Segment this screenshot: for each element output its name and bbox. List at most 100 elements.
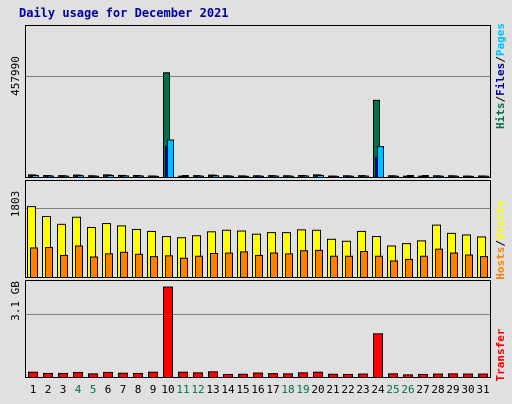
pages-bar <box>227 175 234 179</box>
day-label: 26 <box>401 383 414 396</box>
hosts-bar <box>180 257 188 278</box>
hosts-visits-label-part: Hosts <box>494 247 507 280</box>
hosts-bar <box>465 254 473 278</box>
pages-bar <box>62 175 69 179</box>
pages-bar <box>197 175 204 179</box>
pages-bar <box>317 175 324 179</box>
hits-files-pages-label-part: Hits <box>494 103 507 130</box>
day-label: 19 <box>296 383 309 396</box>
pages-bar <box>77 175 84 178</box>
day-label: 27 <box>416 383 429 396</box>
chart-title: Daily usage for December 2021 <box>19 6 229 20</box>
hosts-bar <box>480 256 488 279</box>
transfer-bar <box>478 373 488 379</box>
transfer-bar <box>58 372 68 379</box>
transfer-label-part: Transfer <box>494 328 507 381</box>
pages-bar <box>107 175 114 179</box>
day-label: 1 <box>30 383 37 396</box>
day-label: 14 <box>221 383 235 396</box>
hosts-bar <box>285 253 293 278</box>
day-label: 9 <box>150 383 157 396</box>
transfer-bar <box>148 371 158 378</box>
transfer-label: Transfer <box>494 328 507 381</box>
day-label: 2 <box>45 383 52 396</box>
day-label: 16 <box>251 383 264 396</box>
day-label: 28 <box>431 383 444 396</box>
transfer-bar <box>133 372 143 379</box>
hosts-bar <box>390 260 398 279</box>
day-label: 12 <box>191 383 204 396</box>
day-label: 24 <box>371 383 385 396</box>
pages-bar <box>362 175 369 179</box>
day-label: 10 <box>161 383 174 396</box>
pages-bar <box>377 146 384 178</box>
pages-bar <box>347 175 354 179</box>
hosts-bar <box>300 250 308 279</box>
hosts-bar <box>360 251 368 278</box>
hosts-bar <box>45 247 53 278</box>
transfer-bar <box>28 371 38 378</box>
hosts-bar <box>30 247 38 279</box>
hits-files-pages-label: Hits/Files/Pages <box>494 23 507 129</box>
transfer-bar <box>73 371 83 378</box>
pages-bar <box>32 175 39 179</box>
hosts-bar <box>240 251 248 279</box>
hosts-bar <box>90 256 98 278</box>
hosts-bar <box>210 252 218 279</box>
hosts-bar <box>435 248 443 278</box>
day-label: 7 <box>120 383 127 396</box>
transfer-bar <box>313 371 323 378</box>
transfer-bar <box>238 373 248 378</box>
transfer-bar <box>358 373 368 379</box>
pages-bar <box>182 175 189 178</box>
pages-bar <box>257 175 264 179</box>
day-label: 17 <box>266 383 279 396</box>
pages-bar <box>392 175 399 179</box>
transfer-bar <box>163 286 173 378</box>
day-label: 6 <box>105 383 112 396</box>
transfer-bar <box>298 372 308 378</box>
day-label: 21 <box>326 383 339 396</box>
transfer-bar <box>253 372 263 378</box>
pages-bar <box>287 175 294 179</box>
hosts-bar <box>420 255 428 279</box>
hosts-bar <box>60 254 68 278</box>
day-label: 23 <box>356 383 369 396</box>
pages-bar <box>137 175 144 178</box>
hosts-visits-label-part: / <box>494 240 507 247</box>
hits-files-pages-label-part: Files <box>494 63 507 96</box>
day-label: 29 <box>446 383 459 396</box>
transfer-bar <box>178 371 188 378</box>
day-label: 31 <box>476 383 489 396</box>
y-tick-label: 3.1 GB <box>9 281 22 321</box>
day-label: 3 <box>60 383 67 396</box>
pages-bar <box>212 175 219 178</box>
hits-files-pages-label-part: / <box>494 96 507 103</box>
transfer-bar <box>283 373 293 379</box>
day-label: 18 <box>281 383 294 396</box>
pages-bar <box>92 175 99 179</box>
transfer-bar <box>343 373 353 378</box>
hosts-bar <box>330 255 338 279</box>
day-label: 15 <box>236 383 249 396</box>
transfer-bar <box>448 373 458 379</box>
pages-bar <box>302 175 309 178</box>
transfer-bar <box>463 373 473 379</box>
transfer-bar <box>403 374 413 378</box>
transfer-bar <box>223 373 233 378</box>
transfer-bar <box>193 372 203 378</box>
pages-bar <box>242 175 249 178</box>
day-label: 25 <box>386 383 399 396</box>
hosts-bar <box>375 255 383 279</box>
pages-bar <box>122 175 129 179</box>
hosts-bar <box>135 253 143 278</box>
pages-bar <box>422 175 429 178</box>
hosts-bar <box>75 245 83 278</box>
day-label: 30 <box>461 383 474 396</box>
day-label: 4 <box>75 383 82 396</box>
pages-bar <box>272 175 279 179</box>
transfer-bar <box>433 373 443 379</box>
hosts-bar <box>105 253 113 278</box>
hosts-bar <box>165 255 173 279</box>
